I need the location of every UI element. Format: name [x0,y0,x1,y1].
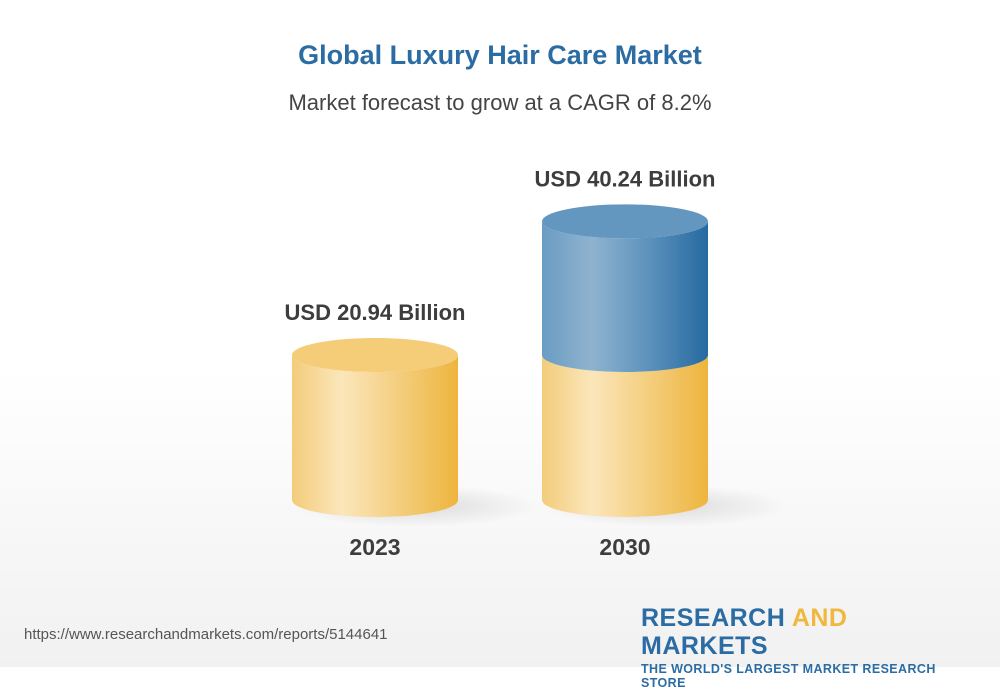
bar-top-2030 [542,204,708,239]
bar-growth-2030 [542,221,708,372]
bar-top-2023 [292,338,458,372]
logo-word-markets: MARKETS [641,632,769,660]
chart-subtitle: Market forecast to grow at a CAGR of 8.2… [288,90,712,115]
bar-base-2023 [292,355,458,517]
data-label: USD 20.94 Billion [285,300,466,325]
logo-word-research: RESEARCH [641,604,786,632]
bar-base-2030 [542,355,708,517]
category-label: 2023 [349,534,400,560]
cylinder-chart: USD 20.94 Billion 2023 USD 40.24 Billion 20… [285,166,788,560]
category-label: 2030 [599,534,650,560]
chart-title: Global Luxury Hair Care Market [298,40,702,70]
source-url[interactable]: https://www.researchandmarkets.com/repor… [24,626,388,643]
logo-word-and: AND [791,604,848,632]
logo-tagline: THE WORLD'S LARGEST MARKET RESEARCH STOR… [641,662,936,690]
research-and-markets-logo: RESEARCH AND MARKETS THE WORLD'S LARGEST… [641,604,976,690]
data-label: USD 40.24 Billion [535,166,716,191]
